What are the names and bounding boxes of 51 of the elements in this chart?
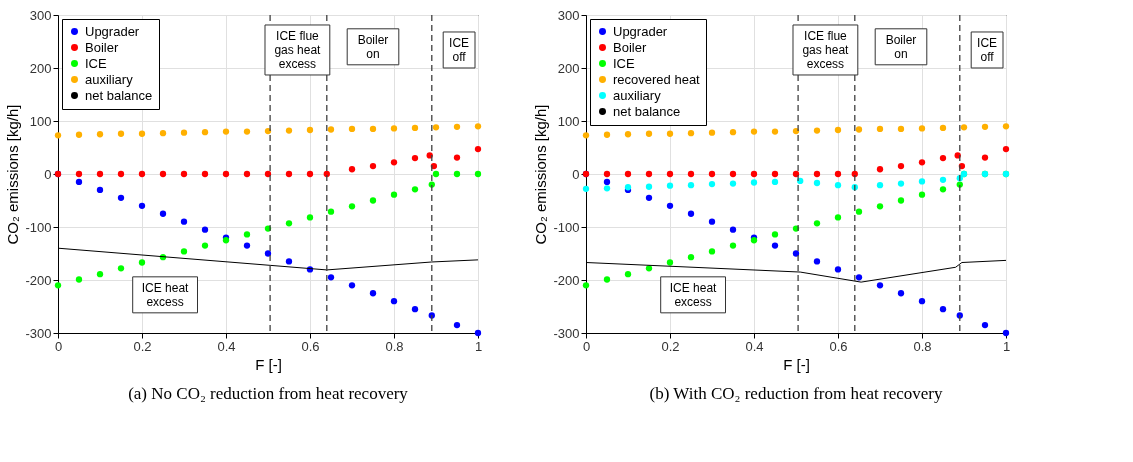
y-tick-label: -100 [553, 219, 580, 235]
y-tick-label: -200 [25, 272, 52, 288]
legend-label: Boiler [613, 39, 647, 55]
y-tick-label: 300 [29, 7, 52, 23]
legend-label: auxiliary [613, 87, 662, 103]
annotation: ICE off [449, 35, 470, 64]
annotation: ICE heat excess [141, 280, 190, 309]
annotation: Boiler on [885, 32, 917, 61]
legend-label: net balance [613, 103, 681, 119]
x-tick-label: 0.4 [745, 338, 764, 354]
annotation: ICE flue gas heat excess [802, 28, 850, 71]
legend-label: Upgrader [613, 23, 668, 39]
y-tick-label: -100 [25, 219, 52, 235]
x-tick-label: 0 [582, 338, 591, 354]
y-tick-label: 100 [29, 113, 52, 129]
legend-label: recovered heat [613, 71, 701, 87]
y-tick-label: 0 [44, 166, 52, 182]
x-tick-label: 0.4 [217, 338, 236, 354]
legend-label: ICE [85, 55, 107, 71]
y-tick-label: 100 [557, 113, 580, 129]
x-tick-label: 1 [474, 338, 483, 354]
y-tick-label: -200 [553, 272, 580, 288]
x-axis-title: F [-] [783, 355, 810, 373]
legend-label: net balance [85, 87, 153, 103]
y-tick-label: 0 [572, 166, 580, 182]
legend-label: Boiler [85, 39, 119, 55]
text: (b) With CO₂ reduction from heat recovery [649, 384, 943, 403]
y-tick-label: -300 [25, 325, 52, 341]
legend-label: ICE [613, 55, 635, 71]
y-axis-title: CO₂ emissions [kg/h] [532, 104, 550, 245]
annotation: ICE heat excess [669, 280, 718, 309]
x-tick-label: 0.2 [133, 338, 152, 354]
y-tick-label: 300 [557, 7, 580, 23]
y-tick-label: 200 [557, 60, 580, 76]
y-axis-title: CO₂ emissions [kg/h] [4, 104, 22, 245]
y-tick-label: 200 [29, 60, 52, 76]
legend-label: Upgrader [85, 23, 140, 39]
text: (a) No CO₂ reduction from heat recovery [128, 384, 409, 403]
x-tick-label: 0.8 [913, 338, 932, 354]
annotation: ICE flue gas heat excess [274, 28, 322, 71]
x-tick-label: 1 [1002, 338, 1011, 354]
y-tick-label: -300 [553, 325, 580, 341]
x-tick-label: 0 [54, 338, 63, 354]
legend-label: auxiliary [85, 71, 134, 87]
x-axis-title: F [-] [255, 355, 282, 373]
annotation: Boiler on [357, 32, 389, 61]
x-tick-label: 0.6 [829, 338, 848, 354]
x-tick-label: 0.8 [385, 338, 404, 354]
annotation: ICE off [977, 35, 998, 64]
x-tick-label: 0.6 [301, 338, 320, 354]
x-tick-label: 0.2 [661, 338, 680, 354]
